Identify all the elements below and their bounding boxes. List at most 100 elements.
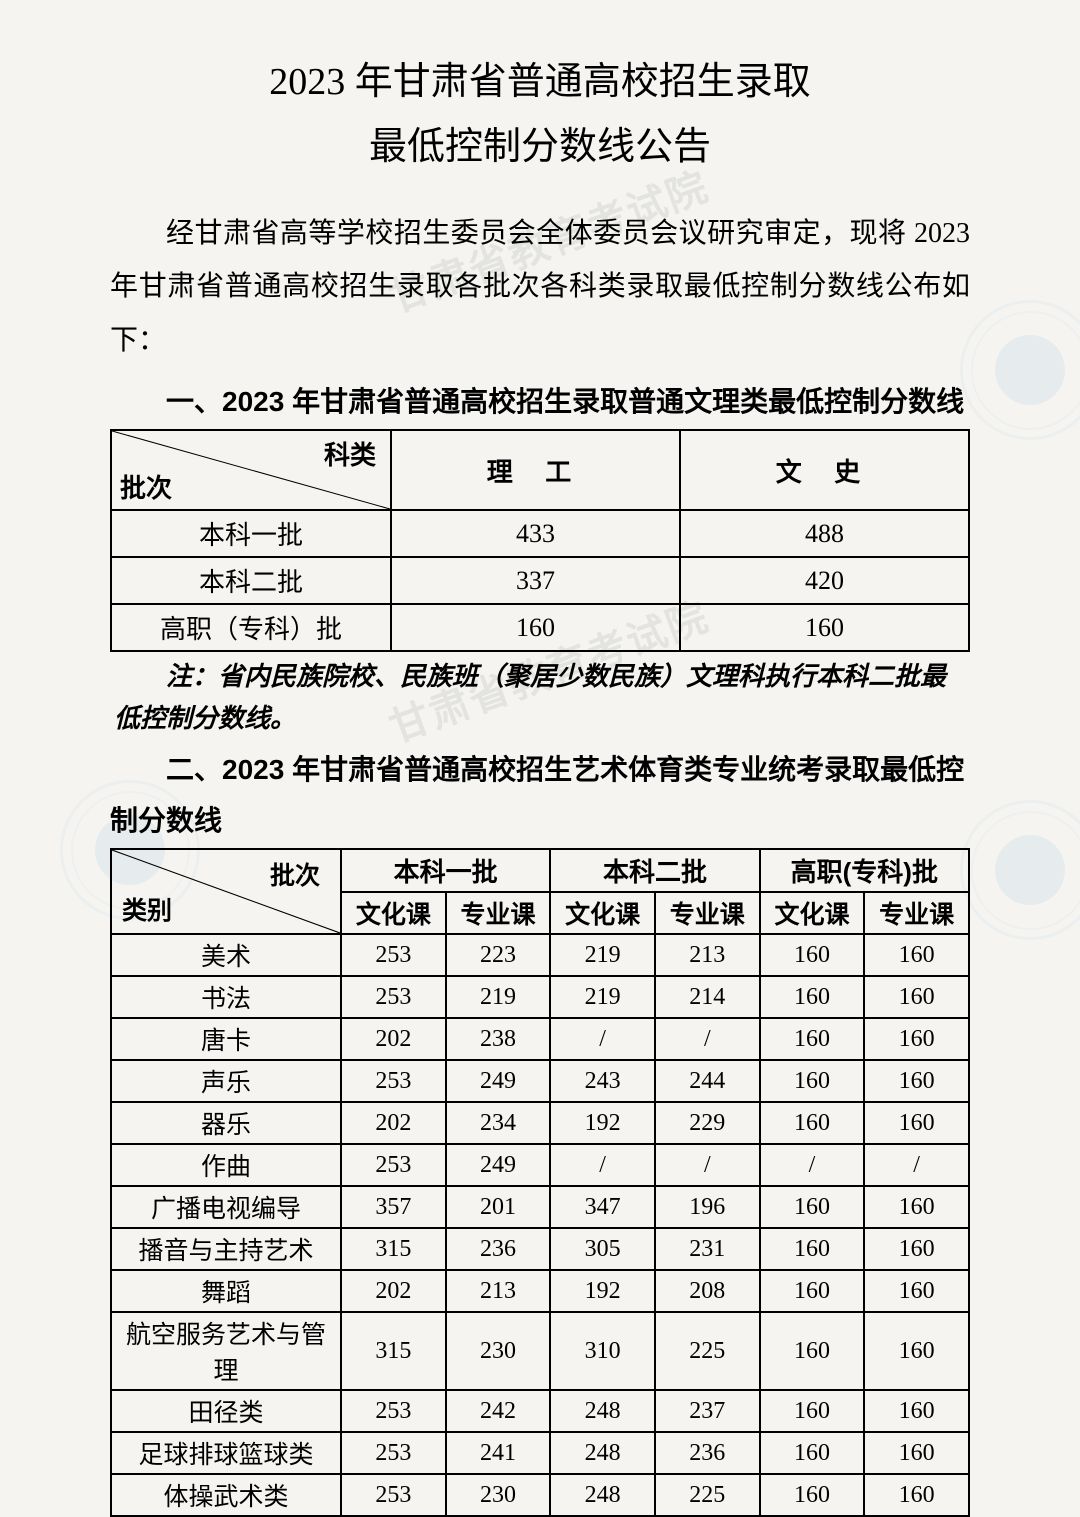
- table-row: 广播电视编导357201347196160160: [111, 1186, 969, 1228]
- score-cell: 160: [760, 1060, 865, 1102]
- score-cell: 160: [760, 1018, 865, 1060]
- sub-header: 专业课: [446, 892, 551, 934]
- score-cell: 160: [864, 1060, 969, 1102]
- section-1-heading: 一、2023 年甘肃省普通高校招生录取普通文理类最低控制分数线: [110, 377, 970, 427]
- score-cell: 231: [655, 1228, 760, 1270]
- score-cell: 202: [341, 1018, 446, 1060]
- score-cell: 241: [446, 1432, 551, 1474]
- score-cell: 248: [550, 1390, 655, 1432]
- score-cell: 253: [341, 1060, 446, 1102]
- category-label: 广播电视编导: [111, 1186, 341, 1228]
- score-cell: 305: [550, 1228, 655, 1270]
- score-cell: 310: [550, 1312, 655, 1390]
- score-cell: 242: [446, 1390, 551, 1432]
- score-cell: 420: [680, 557, 969, 604]
- sub-header: 文化课: [341, 892, 446, 934]
- score-cell: 253: [341, 1474, 446, 1516]
- score-cell: 347: [550, 1186, 655, 1228]
- score-cell: 160: [391, 604, 680, 651]
- score-cell: 236: [446, 1228, 551, 1270]
- score-cell: /: [655, 1144, 760, 1186]
- score-cell: 253: [341, 1432, 446, 1474]
- intro-paragraph: 经甘肃省高等学校招生委员会全体委员会议研究审定，现将 2023 年甘肃省普通高校…: [110, 207, 970, 367]
- score-cell: 160: [864, 1186, 969, 1228]
- table-row: 唐卡202238//160160: [111, 1018, 969, 1060]
- score-cell: 160: [864, 934, 969, 976]
- score-cell: 357: [341, 1186, 446, 1228]
- section-2-heading: 二、2023 年甘肃省普通高校招生艺术体育类专业统考录取最低控制分数线: [110, 745, 970, 846]
- batch-header-3: 高职(专科)批: [760, 849, 969, 892]
- table-row: 美术253223219213160160: [111, 934, 969, 976]
- score-cell: 201: [446, 1186, 551, 1228]
- score-cell: 315: [341, 1228, 446, 1270]
- table-1-note: 注：省内民族院校、民族班（聚居少数民族）文理科执行本科二批最低控制分数线。: [110, 656, 970, 739]
- category-label: 作曲: [111, 1144, 341, 1186]
- table-row: 田径类253242248237160160: [111, 1390, 969, 1432]
- score-cell: 225: [655, 1474, 760, 1516]
- score-cell: 160: [760, 934, 865, 976]
- score-cell: 160: [864, 1390, 969, 1432]
- table-row: 体操武术类253230248225160160: [111, 1474, 969, 1516]
- score-cell: 230: [446, 1474, 551, 1516]
- score-cell: /: [760, 1144, 865, 1186]
- score-cell: 253: [341, 1390, 446, 1432]
- category-label: 舞蹈: [111, 1270, 341, 1312]
- score-cell: 234: [446, 1102, 551, 1144]
- category-label: 播音与主持艺术: [111, 1228, 341, 1270]
- score-cell: 160: [760, 1312, 865, 1390]
- title-line-1: 2023 年甘肃省普通高校招生录取: [110, 50, 970, 115]
- score-cell: /: [864, 1144, 969, 1186]
- score-cell: 230: [446, 1312, 551, 1390]
- score-cell: 160: [760, 1228, 865, 1270]
- score-cell: 160: [760, 1186, 865, 1228]
- table-row: 声乐253249243244160160: [111, 1060, 969, 1102]
- score-cell: 253: [341, 1144, 446, 1186]
- table-2-art-sports: 批次 类别 本科一批 本科二批 高职(专科)批 文化课 专业课 文化课 专业课 …: [110, 848, 970, 1517]
- table-row: 本科一批 433 488: [111, 510, 969, 557]
- score-cell: 219: [550, 976, 655, 1018]
- score-cell: 219: [550, 934, 655, 976]
- score-cell: 160: [864, 1228, 969, 1270]
- score-cell: 160: [864, 1018, 969, 1060]
- sub-header: 文化课: [550, 892, 655, 934]
- score-cell: 160: [760, 1432, 865, 1474]
- table-2-corner: 批次 类别: [111, 849, 341, 934]
- batch-header-1: 本科一批: [341, 849, 550, 892]
- score-cell: 196: [655, 1186, 760, 1228]
- score-cell: /: [655, 1018, 760, 1060]
- score-cell: 160: [760, 1102, 865, 1144]
- score-cell: 160: [864, 1474, 969, 1516]
- batch-label: 高职（专科）批: [111, 604, 391, 651]
- category-label: 田径类: [111, 1390, 341, 1432]
- col-header-liberal: 文 史: [680, 430, 969, 510]
- score-cell: 229: [655, 1102, 760, 1144]
- score-cell: 315: [341, 1312, 446, 1390]
- score-cell: 244: [655, 1060, 760, 1102]
- table-row: 本科二批 337 420: [111, 557, 969, 604]
- col-header-science: 理 工: [391, 430, 680, 510]
- table-row: 书法253219219214160160: [111, 976, 969, 1018]
- score-cell: 192: [550, 1270, 655, 1312]
- score-cell: 160: [864, 1102, 969, 1144]
- score-cell: 160: [760, 1270, 865, 1312]
- category-label: 唐卡: [111, 1018, 341, 1060]
- category-label: 体操武术类: [111, 1474, 341, 1516]
- score-cell: 225: [655, 1312, 760, 1390]
- sub-header: 专业课: [864, 892, 969, 934]
- score-cell: 160: [760, 976, 865, 1018]
- score-cell: 237: [655, 1390, 760, 1432]
- score-cell: 160: [864, 976, 969, 1018]
- score-cell: 253: [341, 976, 446, 1018]
- table-row: 高职（专科）批 160 160: [111, 604, 969, 651]
- category-label: 美术: [111, 934, 341, 976]
- score-cell: 202: [341, 1102, 446, 1144]
- score-cell: 238: [446, 1018, 551, 1060]
- score-cell: 160: [864, 1312, 969, 1390]
- score-cell: 202: [341, 1270, 446, 1312]
- score-cell: 160: [680, 604, 969, 651]
- table-row: 航空服务艺术与管理315230310225160160: [111, 1312, 969, 1390]
- score-cell: 433: [391, 510, 680, 557]
- score-cell: 249: [446, 1060, 551, 1102]
- score-cell: 223: [446, 934, 551, 976]
- batch-label: 本科一批: [111, 510, 391, 557]
